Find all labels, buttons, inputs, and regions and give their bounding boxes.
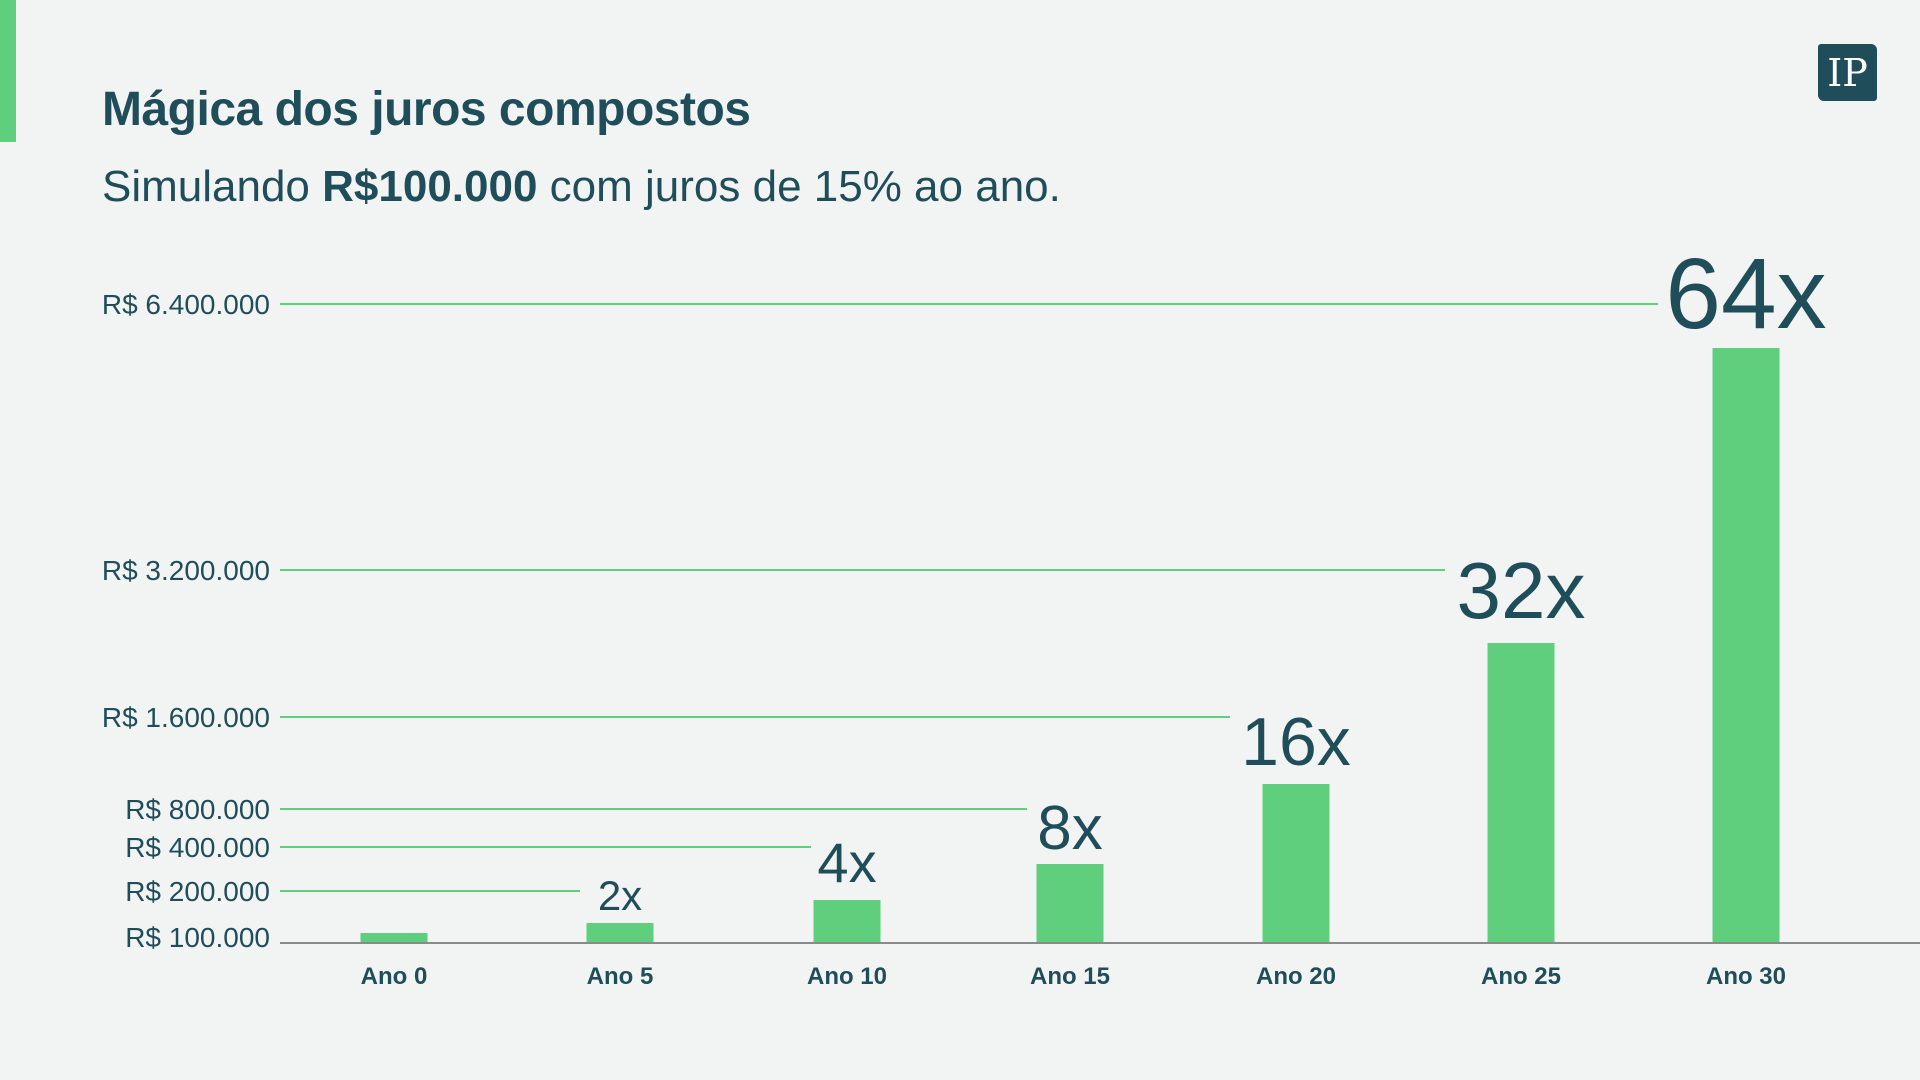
x-tick-label: Ano 5	[587, 963, 654, 990]
x-tick-label: Ano 25	[1481, 963, 1561, 990]
multiplier-label: 16x	[1241, 704, 1351, 780]
subtitle-post: com juros de 15% ao ano.	[537, 162, 1061, 211]
y-tick-label: R$ 200.000	[125, 876, 270, 907]
bar	[1262, 784, 1330, 943]
bar	[1036, 864, 1104, 943]
accent-bar	[0, 0, 16, 142]
x-tick-label: Ano 20	[1256, 963, 1336, 990]
y-tick-label: R$ 400.000	[125, 832, 270, 863]
bar	[360, 933, 428, 943]
x-tick-label: Ano 30	[1706, 963, 1786, 990]
y-tick-label: R$ 100.000	[125, 922, 270, 953]
multiplier-label: 8x	[1037, 794, 1102, 863]
bar	[1487, 643, 1555, 943]
bar	[813, 900, 881, 943]
y-tick-label: R$ 3.200.000	[102, 555, 270, 586]
ip-logo: IP	[1818, 44, 1877, 101]
bar	[586, 923, 654, 943]
bar	[1712, 348, 1780, 943]
x-tick-label: Ano 0	[361, 963, 428, 990]
multiplier-label: 64x	[1665, 238, 1826, 350]
subtitle: Simulando R$100.000 com juros de 15% ao …	[102, 162, 1061, 212]
x-tick-label: Ano 15	[1030, 963, 1110, 990]
x-tick-label: Ano 10	[807, 963, 887, 990]
subtitle-amount: R$100.000	[322, 162, 538, 211]
y-tick-label: R$ 1.600.000	[102, 702, 270, 733]
multiplier-label: 2x	[598, 872, 642, 919]
subtitle-pre: Simulando	[102, 162, 323, 211]
y-tick-label: R$ 800.000	[125, 794, 270, 825]
page-title: Mágica dos juros compostos	[102, 83, 751, 136]
y-tick-label: R$ 6.400.000	[102, 289, 270, 320]
multiplier-label: 32x	[1457, 546, 1586, 635]
multiplier-label: 4x	[817, 831, 876, 894]
